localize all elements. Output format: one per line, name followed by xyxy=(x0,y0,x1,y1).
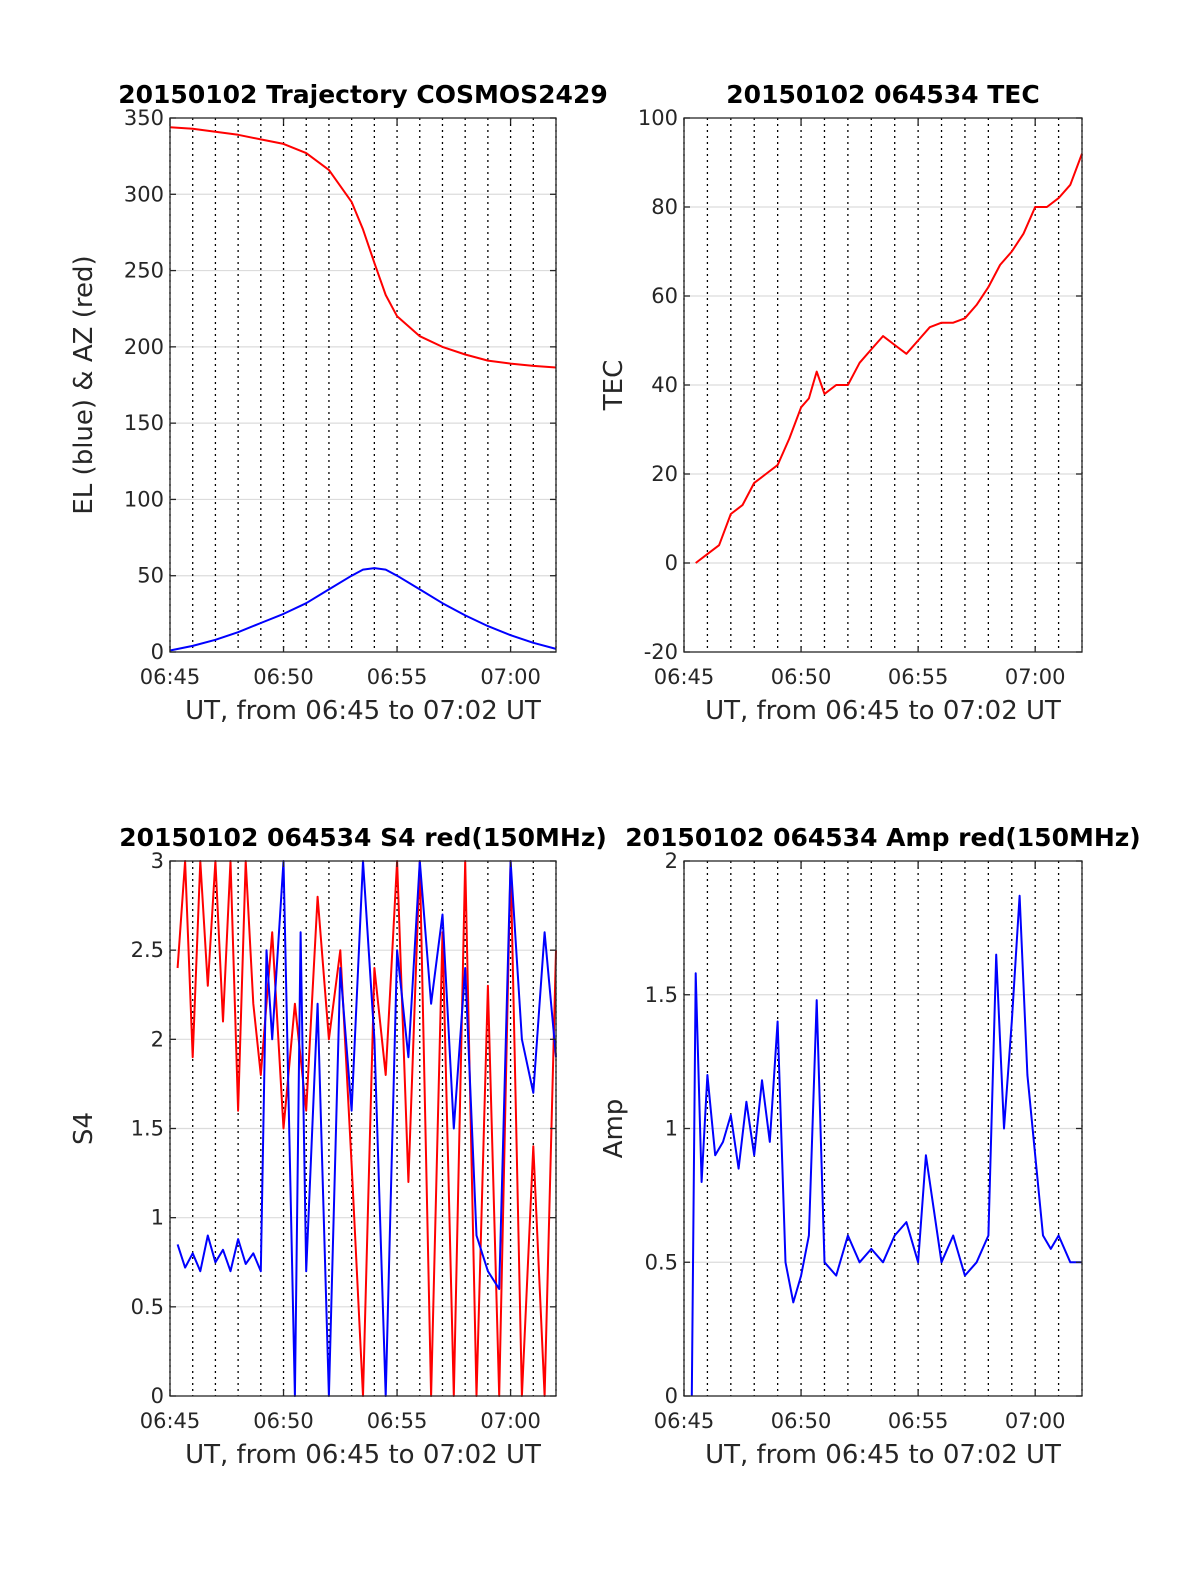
chart-title: 20150102 Trajectory COSMOS2429 xyxy=(118,80,608,109)
y-axis-label: EL (blue) & AZ (red) xyxy=(69,255,99,514)
y-tick-label: 350 xyxy=(124,106,164,130)
y-tick-label: 1 xyxy=(151,1206,164,1230)
chart-title: 20150102 064534 Amp red(150MHz) xyxy=(625,823,1141,852)
axes-box xyxy=(169,117,557,653)
y-tick-label: 100 xyxy=(124,487,164,511)
plot-area xyxy=(170,118,556,652)
y-tick-label: 0 xyxy=(151,640,164,664)
y-tick-label: 20 xyxy=(651,462,678,486)
y-tick-label: 40 xyxy=(651,373,678,397)
x-tick-label: 06:45 xyxy=(140,665,201,689)
y-tick-label: 60 xyxy=(651,284,678,308)
y-axis-label: TEC xyxy=(599,360,629,411)
y-tick-label: 80 xyxy=(651,195,678,219)
y-tick-label: 2 xyxy=(665,849,678,873)
y-tick-label: 300 xyxy=(124,182,164,206)
x-tick-label: 06:45 xyxy=(654,665,715,689)
chart-amp: 0 0.5 1 1.5 2 06:45 06:50 06:55 07:00 20150102 06… xyxy=(599,823,1141,1470)
series-line-1 xyxy=(690,894,1082,1397)
chart-s4: 0 0.5 1 1.5 2 2.5 3 06:45 06:50 06:55 07:00 2015010… xyxy=(69,823,607,1470)
y-axis-label: S4 xyxy=(69,1112,99,1145)
x-tick-label: 06:45 xyxy=(140,1409,201,1433)
x-tick-label: 07:00 xyxy=(480,1409,541,1433)
x-axis-label: UT, from 06:45 to 07:02 UT xyxy=(185,696,541,726)
y-tick-label: 0 xyxy=(151,1384,164,1408)
y-tick-label: 0 xyxy=(665,1384,678,1408)
y-tick-label: 1.5 xyxy=(645,983,678,1007)
x-tick-label: 06:55 xyxy=(888,1409,949,1433)
y-tick-label: 200 xyxy=(124,335,164,359)
series-line-2 xyxy=(169,567,557,652)
x-axis-label: UT, from 06:45 to 07:02 UT xyxy=(705,1440,1061,1470)
x-axis-label: UT, from 06:45 to 07:02 UT xyxy=(705,696,1061,726)
x-axis-label: UT, from 06:45 to 07:02 UT xyxy=(185,1440,541,1470)
chart-tec: -20 0 20 40 60 80 100 06:45 06:50 06:55 07:00 20150… xyxy=(599,80,1083,726)
y-tick-label: 2.5 xyxy=(131,938,164,962)
y-tick-label: 3 xyxy=(151,849,164,873)
y-tick-label: 1.5 xyxy=(131,1117,164,1141)
x-tick-label: 06:50 xyxy=(771,665,832,689)
y-tick-label: 50 xyxy=(137,564,164,588)
y-axis-label: Amp xyxy=(599,1099,629,1159)
y-tick-label: 100 xyxy=(638,106,678,130)
chart-title: 20150102 064534 S4 red(150MHz) xyxy=(119,823,607,852)
y-tick-label: 0 xyxy=(665,551,678,575)
y-tick-label: 0.5 xyxy=(131,1295,164,1319)
y-tick-label: 0.5 xyxy=(645,1250,678,1274)
y-tick-label: 250 xyxy=(124,259,164,283)
x-tick-label: 06:50 xyxy=(253,665,314,689)
x-tick-label: 06:50 xyxy=(771,1409,832,1433)
y-tick-label: 2 xyxy=(151,1027,164,1051)
series-line-1 xyxy=(176,860,557,1397)
chart-title: 20150102 064534 TEC xyxy=(726,80,1039,109)
x-tick-label: 07:00 xyxy=(1005,1409,1066,1433)
x-tick-label: 07:00 xyxy=(480,665,541,689)
y-tick-label: -20 xyxy=(644,640,678,664)
series-line-2 xyxy=(176,860,557,1397)
series-line-1 xyxy=(169,126,557,369)
chart-trajectory: 0 50 100 150 200 250 300 350 06:45 06:50 06:55 07:0… xyxy=(69,80,608,726)
series-line-1 xyxy=(695,153,1083,564)
y-tick-label: 150 xyxy=(124,411,164,435)
x-tick-label: 06:55 xyxy=(888,665,949,689)
x-tick-label: 06:55 xyxy=(367,665,428,689)
x-tick-label: 06:50 xyxy=(253,1409,314,1433)
x-tick-label: 06:45 xyxy=(654,1409,715,1433)
y-tick-label: 1 xyxy=(665,1117,678,1141)
x-tick-label: 07:00 xyxy=(1005,665,1066,689)
x-tick-label: 06:55 xyxy=(367,1409,428,1433)
